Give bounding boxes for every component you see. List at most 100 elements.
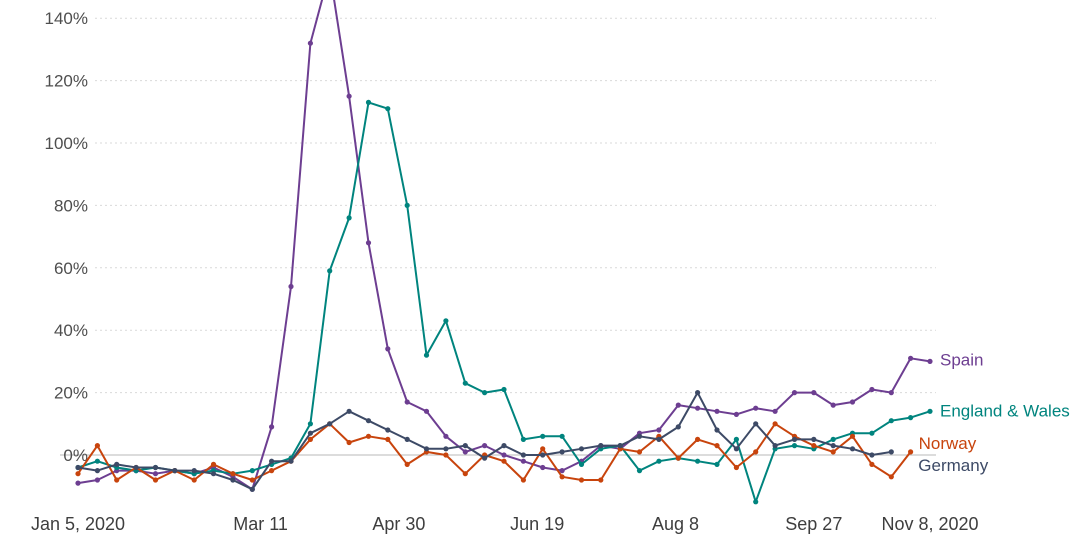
data-point-england-wales [636,468,643,474]
data-point-germany [152,464,159,471]
x-tick-label: Jan 5, 2020 [31,514,125,534]
data-point-germany [346,408,352,414]
data-point-norway [849,433,856,439]
data-point-england-wales [656,458,662,464]
y-tick-label: 100% [45,134,88,153]
data-point-germany [559,449,565,455]
y-tick-label: 80% [54,196,88,215]
data-point-germany [365,418,372,424]
data-point-norway [501,458,507,464]
data-point-spain [830,402,836,408]
data-point-spain [733,411,740,417]
data-point-spain [269,424,275,430]
data-point-norway [578,477,585,483]
series-label-germany: Germany [918,456,988,475]
x-tick-label: Aug 8 [652,514,699,534]
data-point-norway [733,464,740,471]
data-point-germany [636,433,643,439]
data-point-germany [191,468,197,474]
data-point-germany [656,436,662,442]
data-point-spain [75,480,81,486]
data-point-germany [811,436,817,442]
data-point-germany [540,452,546,458]
data-point-norway [869,461,875,467]
data-point-spain [753,405,759,411]
data-point-germany [114,461,120,467]
y-tick-label: 0% [63,446,88,465]
data-point-norway [559,474,565,480]
data-point-spain [791,390,798,396]
data-point-spain [385,346,391,352]
data-point-england-wales [346,215,352,221]
data-point-norway [811,443,817,449]
data-point-germany [443,446,449,452]
data-point-england-wales [501,386,507,393]
data-point-norway [249,477,255,483]
data-point-spain [869,386,875,393]
data-point-norway [636,449,643,455]
data-point-spain [404,399,410,405]
data-point-england-wales [830,436,836,442]
data-point-germany [733,446,740,452]
data-point-germany [753,421,759,427]
data-point-england-wales [888,418,894,424]
x-tick-label: Jun 19 [510,514,564,534]
data-point-norway [462,471,468,477]
data-point-norway [714,443,720,449]
data-point-germany [501,443,507,449]
data-point-germany [385,427,391,433]
data-point-england-wales [462,380,468,386]
data-point-spain [675,402,681,408]
data-point-spain [656,427,662,433]
data-point-germany [617,443,623,449]
data-point-spain [888,390,894,396]
data-point-spain [811,390,817,396]
y-tick-label: 20% [54,384,88,403]
data-point-norway [191,477,197,483]
data-point-germany [307,430,313,436]
data-point-norway [753,449,759,455]
data-point-germany [404,436,410,442]
data-point-germany [172,468,178,474]
data-point-germany [269,458,275,464]
data-point-germany [598,443,604,449]
data-point-norway [365,433,372,439]
data-point-germany [327,421,333,427]
data-point-spain [559,468,565,474]
series-label-spain: Spain [940,350,983,369]
data-point-england-wales [908,415,914,421]
data-point-england-wales [385,106,391,112]
data-point-spain [152,471,159,477]
data-point-england-wales [714,461,720,467]
data-point-england-wales [307,421,313,427]
data-point-germany [94,468,100,474]
data-point-norway [695,436,701,442]
data-point-england-wales [404,202,410,208]
data-point-norway [346,439,352,446]
data-point-spain [695,405,701,411]
data-point-germany [482,455,488,461]
data-point-germany [830,443,836,449]
data-point-germany [772,443,778,449]
data-point-spain [346,93,352,99]
data-point-england-wales [733,436,740,442]
data-point-germany [520,452,527,458]
data-point-norway [230,471,236,477]
data-point-england-wales [482,390,488,396]
data-point-norway [675,455,681,461]
data-point-norway [520,477,527,483]
data-point-spain [482,443,488,449]
data-point-norway [94,443,100,449]
x-tick-label: Nov 8, 2020 [881,514,978,534]
data-point-norway [114,477,120,483]
data-point-germany [869,452,875,458]
data-point-england-wales [869,430,875,436]
data-point-germany [849,446,856,452]
data-point-germany [288,458,294,464]
series-label-norway: Norway [919,434,977,453]
data-point-spain [714,408,720,414]
data-point-england-wales [365,99,372,105]
data-point-england-wales [520,436,527,442]
data-point-norway [385,436,391,442]
